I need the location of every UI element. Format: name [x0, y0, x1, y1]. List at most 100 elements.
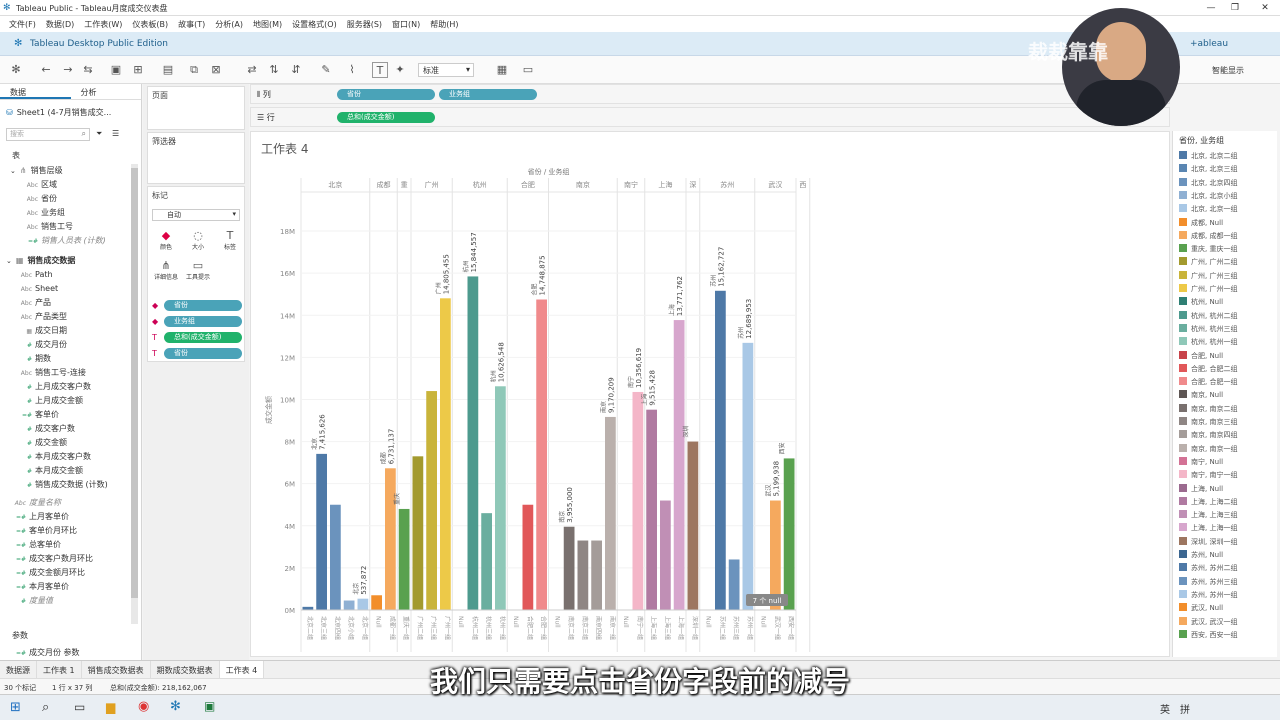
- province-header[interactable]: 苏州: [720, 180, 734, 189]
- menu-item[interactable]: 设置格式(O): [292, 20, 337, 29]
- menu-item[interactable]: 工作表(W): [84, 20, 123, 29]
- show-labels-icon[interactable]: T: [372, 62, 388, 78]
- tab-data[interactable]: 数据: [0, 84, 71, 99]
- windows-start-icon[interactable]: ⊞: [10, 700, 21, 715]
- bar[interactable]: [536, 299, 547, 610]
- legend-item[interactable]: 武汉, Null: [1179, 603, 1223, 616]
- collapse-icon[interactable]: ⌄: [6, 257, 12, 265]
- rows-shelf[interactable]: ☰ 行 总和(成交金额): [250, 107, 1170, 127]
- tableau-home-icon[interactable]: ✻: [11, 63, 21, 76]
- tableau-taskbar-icon[interactable]: ✻: [170, 699, 181, 714]
- sheet-tab[interactable]: 数据源: [0, 661, 37, 678]
- province-header[interactable]: 杭州: [473, 180, 487, 189]
- sheet-tab[interactable]: 销售成交数据表: [82, 661, 151, 678]
- show-me-button[interactable]: 智能显示: [1212, 66, 1244, 75]
- legend-item[interactable]: 杭州, 杭州三组: [1179, 323, 1237, 337]
- bar[interactable]: [728, 559, 740, 610]
- maximize-button[interactable]: ❐: [1230, 3, 1240, 13]
- field-item[interactable]: # 度量值: [10, 594, 53, 607]
- legend-item[interactable]: 合肥, Null: [1179, 350, 1223, 364]
- legend-item[interactable]: 上海, 上海一组: [1179, 523, 1237, 536]
- bar[interactable]: [343, 600, 355, 610]
- legend-item[interactable]: 西安, 西安一组: [1179, 629, 1237, 643]
- field-item[interactable]: # 上月成交金额: [16, 394, 83, 407]
- field-item[interactable]: # 期数: [16, 352, 51, 365]
- bar[interactable]: [398, 508, 410, 610]
- legend-item[interactable]: 苏州, 苏州三组: [1179, 576, 1237, 590]
- mark-button-color[interactable]: ◆ 颜色: [152, 229, 180, 257]
- legend-item[interactable]: 广州, 广州二组: [1179, 257, 1237, 270]
- menu-item[interactable]: 仪表板(B): [132, 20, 169, 29]
- minimize-button[interactable]: —: [1206, 3, 1216, 13]
- mark-type-dropdown[interactable]: 自动 ▾: [152, 209, 240, 221]
- field-item[interactable]: # 销售成交数据 (计数): [16, 478, 108, 491]
- field-item[interactable]: Abc Path: [16, 268, 53, 281]
- bar[interactable]: [426, 391, 437, 610]
- province-header[interactable]: 深: [689, 180, 696, 189]
- mark-pill[interactable]: 省份: [164, 300, 242, 311]
- mark-pill[interactable]: 总和(成交金额): [164, 332, 242, 343]
- bar[interactable]: [495, 386, 506, 610]
- task-view-icon[interactable]: ▭: [74, 700, 86, 714]
- bar[interactable]: [440, 298, 451, 610]
- search-icon[interactable]: ⌕: [42, 700, 50, 715]
- legend-item[interactable]: 南京, 南京二组: [1179, 403, 1237, 417]
- sheet-tab[interactable]: 期数成交数据表: [151, 661, 220, 678]
- redo-icon[interactable]: →: [63, 63, 73, 76]
- field-item[interactable]: Abc 销售工号: [22, 220, 73, 233]
- field-item[interactable]: Abc 产品类型: [16, 310, 67, 323]
- fit-dropdown[interactable]: 标准 ▾: [418, 63, 474, 77]
- tab-analysis[interactable]: 分析: [80, 88, 97, 97]
- param-item[interactable]: =# 成交月份 参数: [10, 646, 80, 659]
- legend-item[interactable]: 深圳, 深圳一组: [1179, 536, 1237, 550]
- field-item[interactable]: # 上月成交客户数: [16, 380, 91, 393]
- ime-mode[interactable]: 拼: [1180, 705, 1190, 716]
- legend-item[interactable]: 上海, 上海三组: [1179, 510, 1237, 523]
- legend-item[interactable]: 上海, Null: [1179, 483, 1223, 497]
- bar[interactable]: [563, 526, 575, 610]
- legend-item[interactable]: 广州, 广州一组: [1179, 284, 1237, 297]
- pages-card[interactable]: 页面: [147, 86, 245, 130]
- field-item[interactable]: # 成交金额: [16, 436, 67, 449]
- sort-asc-icon[interactable]: ⇅: [269, 63, 279, 76]
- legend-item[interactable]: 北京, 北京四组: [1179, 177, 1237, 191]
- field-item[interactable]: =# 总客单价: [10, 538, 61, 551]
- columns-shelf[interactable]: ⫴ 列 省份 业务组: [250, 84, 1170, 104]
- file-explorer-icon[interactable]: ▆: [106, 700, 116, 714]
- field-item[interactable]: Abc 度量名称: [10, 496, 61, 509]
- province-header[interactable]: 南京: [576, 180, 590, 189]
- bar[interactable]: [715, 290, 726, 610]
- bar[interactable]: [481, 513, 492, 610]
- bar[interactable]: [783, 458, 795, 610]
- bar[interactable]: [605, 416, 616, 610]
- new-sheet-icon[interactable]: ▤: [162, 63, 174, 76]
- scrollbar[interactable]: [131, 164, 138, 624]
- bar[interactable]: [412, 456, 424, 610]
- swap-icon[interactable]: ⇄: [247, 63, 257, 76]
- filters-card[interactable]: 筛选器: [147, 132, 245, 184]
- province-header[interactable]: 成都: [377, 180, 391, 189]
- legend-item[interactable]: 南宁, 南宁一组: [1179, 470, 1237, 483]
- bar[interactable]: [316, 453, 327, 610]
- mark-button-label[interactable]: T 标签: [216, 229, 244, 257]
- bar[interactable]: [660, 500, 671, 610]
- bar[interactable]: [357, 598, 369, 610]
- bar[interactable]: [687, 441, 699, 610]
- bar[interactable]: [371, 595, 382, 610]
- bar[interactable]: [591, 540, 602, 610]
- bar[interactable]: [385, 468, 396, 610]
- undo-icon[interactable]: ←: [41, 63, 51, 76]
- bar[interactable]: [302, 606, 314, 610]
- field-item[interactable]: =# 客单价: [16, 408, 59, 421]
- bar[interactable]: [522, 504, 534, 610]
- excel-icon[interactable]: ▣: [204, 699, 216, 713]
- legend-item[interactable]: 成都, 成都一组: [1179, 230, 1237, 244]
- bar[interactable]: [330, 504, 341, 610]
- menu-item[interactable]: 故事(T): [178, 20, 206, 29]
- field-item[interactable]: =# 销售人员表 (计数): [22, 234, 106, 247]
- new-datasource-icon[interactable]: ⊞: [133, 63, 143, 76]
- legend-item[interactable]: 南京, 南京四组: [1179, 430, 1237, 443]
- column-pill-group[interactable]: 业务组: [439, 89, 537, 100]
- legend-item[interactable]: 苏州, 苏州一组: [1179, 589, 1237, 603]
- field-item[interactable]: Abc 区域: [22, 178, 57, 191]
